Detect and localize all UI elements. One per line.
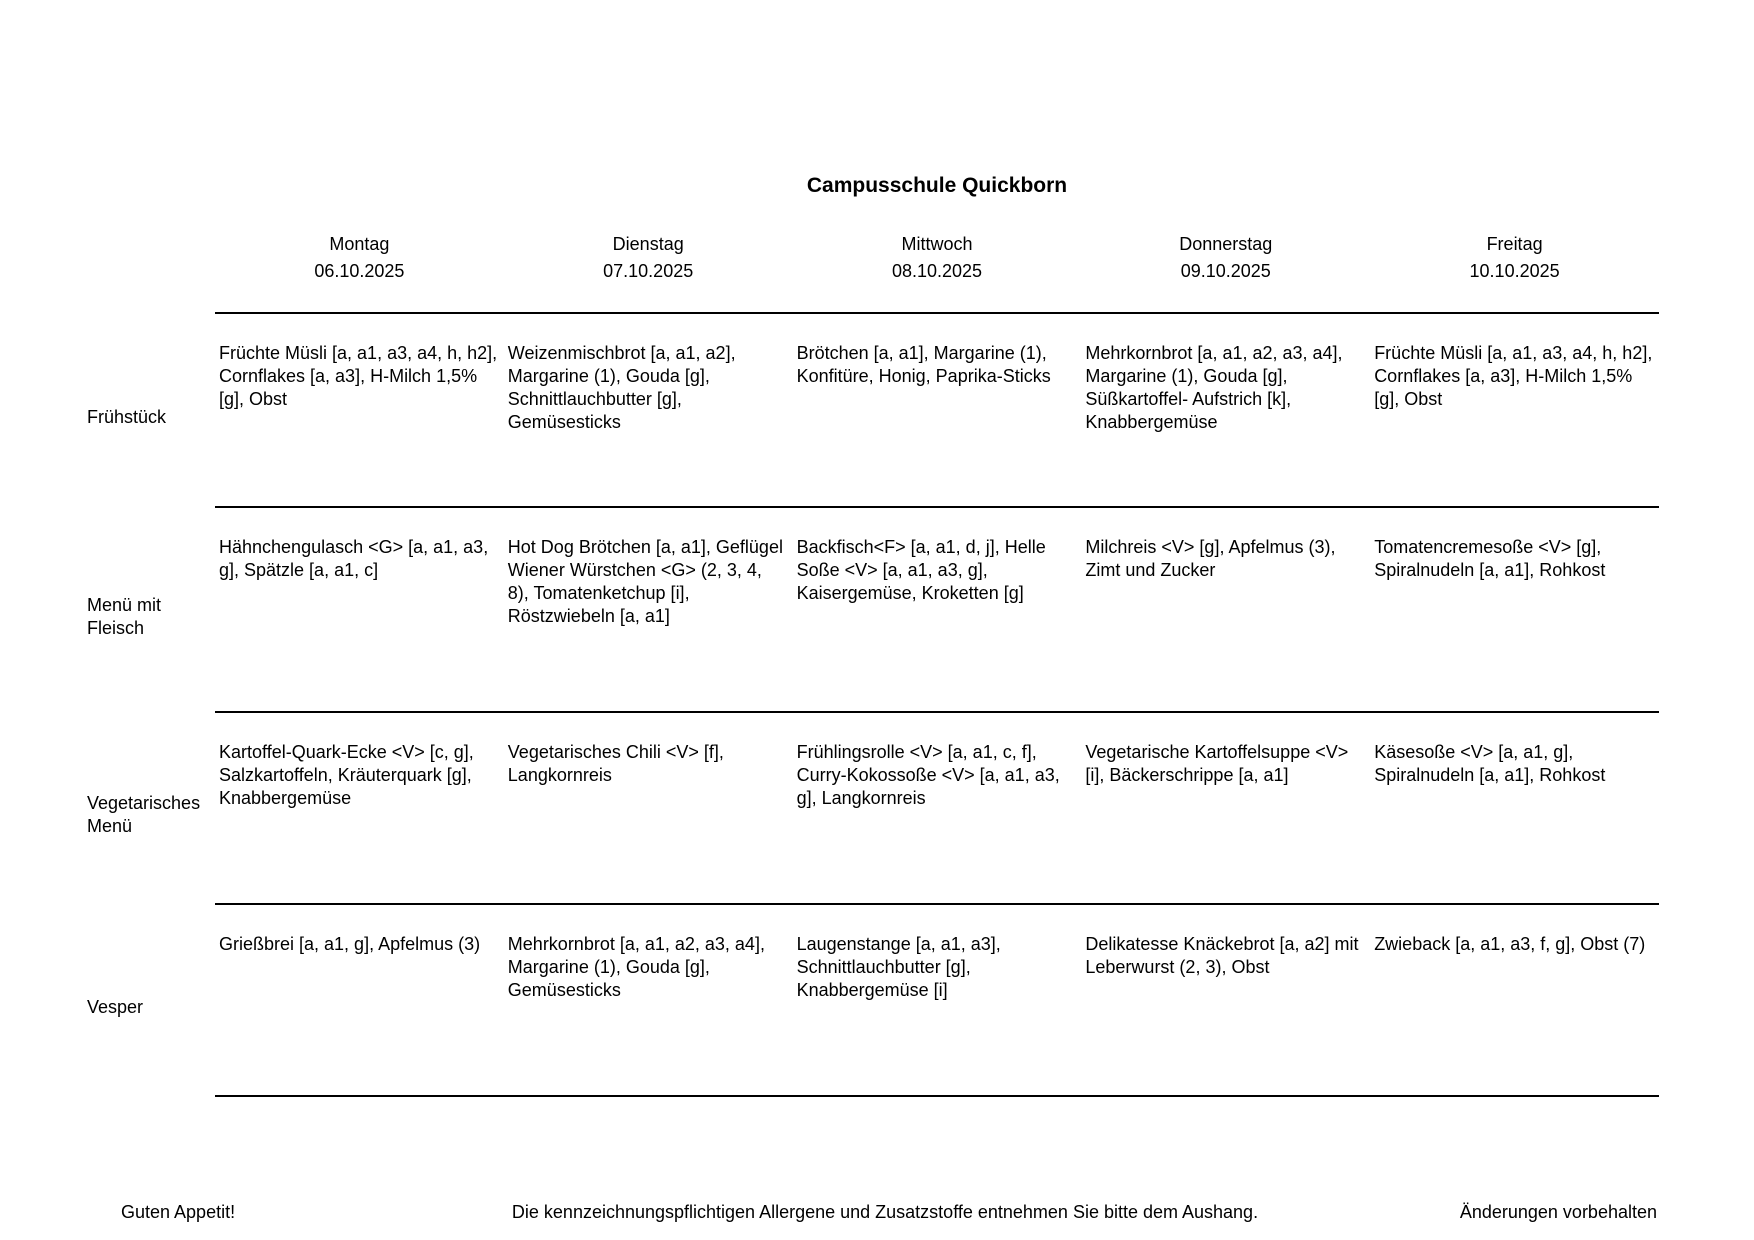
menu-cell: Hähnchengulasch <G> [a, a1, a3, g], Spät… — [219, 537, 489, 580]
menu-row-fleisch: Menü mit Fleisch Hähnchengulasch <G> [a,… — [87, 506, 1659, 711]
menu-cell: Backfisch<F> [a, a1, d, j], Helle Soße <… — [796, 537, 1046, 603]
day-name: Mittwoch — [901, 234, 973, 254]
menu-row-fruehstueck: Frühstück Früchte Müsli [a, a1, a3, a4, … — [87, 312, 1659, 506]
day-column-header: Donnerstag 09.10.2025 — [1081, 231, 1370, 285]
day-column-header: Freitag 10.10.2025 — [1370, 231, 1659, 285]
menu-cell: Mehrkornbrot [a, a1, a2, a3, a4], Margar… — [507, 934, 765, 1000]
day-name: Montag — [329, 234, 390, 254]
day-name: Freitag — [1486, 234, 1543, 254]
menu-cell: Zwieback [a, a1, a3, f, g], Obst (7) — [1374, 934, 1646, 954]
day-column-header: Mittwoch 08.10.2025 — [793, 231, 1082, 285]
menu-cell: Früchte Müsli [a, a1, a3, a4, h, h2], Co… — [1374, 343, 1653, 409]
menu-cell: Hot Dog Brötchen [a, a1], Geflügel Wiene… — [507, 537, 783, 626]
row-label: Frühstück — [87, 406, 167, 427]
menu-cell: Kartoffel-Quark-Ecke <V> [c, g], Salzkar… — [219, 742, 474, 808]
menu-cell: Delikatesse Knäckebrot [a, a2] mit Leber… — [1085, 934, 1359, 977]
menu-table: Frühstück Früchte Müsli [a, a1, a3, a4, … — [87, 312, 1659, 1097]
row-label: Vegetarisches Menü — [87, 793, 201, 836]
footer-greeting: Guten Appetit! — [121, 1202, 236, 1222]
menu-cell: Vegetarisches Chili <V> [f], Langkornrei… — [507, 742, 724, 785]
day-date: 09.10.2025 — [1180, 261, 1271, 281]
page-title: Campusschule Quickborn — [806, 174, 1068, 197]
menu-cell: Früchte Müsli [a, a1, a3, a4, h, h2], Co… — [219, 343, 498, 409]
row-label: Menü mit Fleisch — [87, 594, 162, 638]
menu-cell: Vegetarische Kartoffelsuppe <V> [i], Bäc… — [1085, 742, 1349, 785]
day-name: Donnerstag — [1179, 234, 1273, 254]
menu-cell: Brötchen [a, a1], Margarine (1), Konfitü… — [796, 343, 1051, 386]
footer-allergen-note: Die kennzeichnungspflichtigen Allergene … — [511, 1202, 1259, 1222]
menu-cell: Käsesoße <V> [a, a1, g], Spiralnudeln [a… — [1374, 742, 1606, 785]
menu-cell: Mehrkornbrot [a, a1, a2, a3, a4], Margar… — [1085, 343, 1343, 432]
day-date: 06.10.2025 — [314, 261, 405, 281]
menu-cell: Laugenstange [a, a1, a3], Schnittlauchbu… — [796, 934, 1001, 1000]
menu-cell: Tomatencremesoße <V> [g], Spiralnudeln [… — [1374, 537, 1606, 580]
footer-disclaimer: Änderungen vorbehalten — [1459, 1202, 1657, 1222]
menu-row-vegetarisch: Vegetarisches Menü Kartoffel-Quark-Ecke … — [87, 711, 1659, 903]
day-name: Dienstag — [612, 234, 684, 254]
menu-cell: Frühlingsrolle <V> [a, a1, c, f], Curry-… — [796, 742, 1060, 808]
row-label: Vesper — [87, 996, 144, 1017]
day-header: Montag 06.10.2025 Dienstag 07.10.2025 Mitt… — [215, 231, 1659, 285]
day-date: 10.10.2025 — [1469, 261, 1560, 281]
menu-cell: Weizenmischbrot [a, a1, a2], Margarine (… — [507, 343, 736, 432]
menu-cell: Milchreis <V> [g], Apfelmus (3), Zimt un… — [1085, 537, 1336, 580]
day-column-header: Dienstag 07.10.2025 — [504, 231, 793, 285]
day-date: 08.10.2025 — [891, 261, 983, 281]
day-date: 07.10.2025 — [603, 261, 694, 281]
menu-cell: Grießbrei [a, a1, g], Apfelmus (3) — [219, 934, 481, 954]
day-column-header: Montag 06.10.2025 — [215, 231, 504, 285]
menu-row-vesper: Vesper Grießbrei [a, a1, g], Apfelmus (3… — [87, 903, 1659, 1097]
